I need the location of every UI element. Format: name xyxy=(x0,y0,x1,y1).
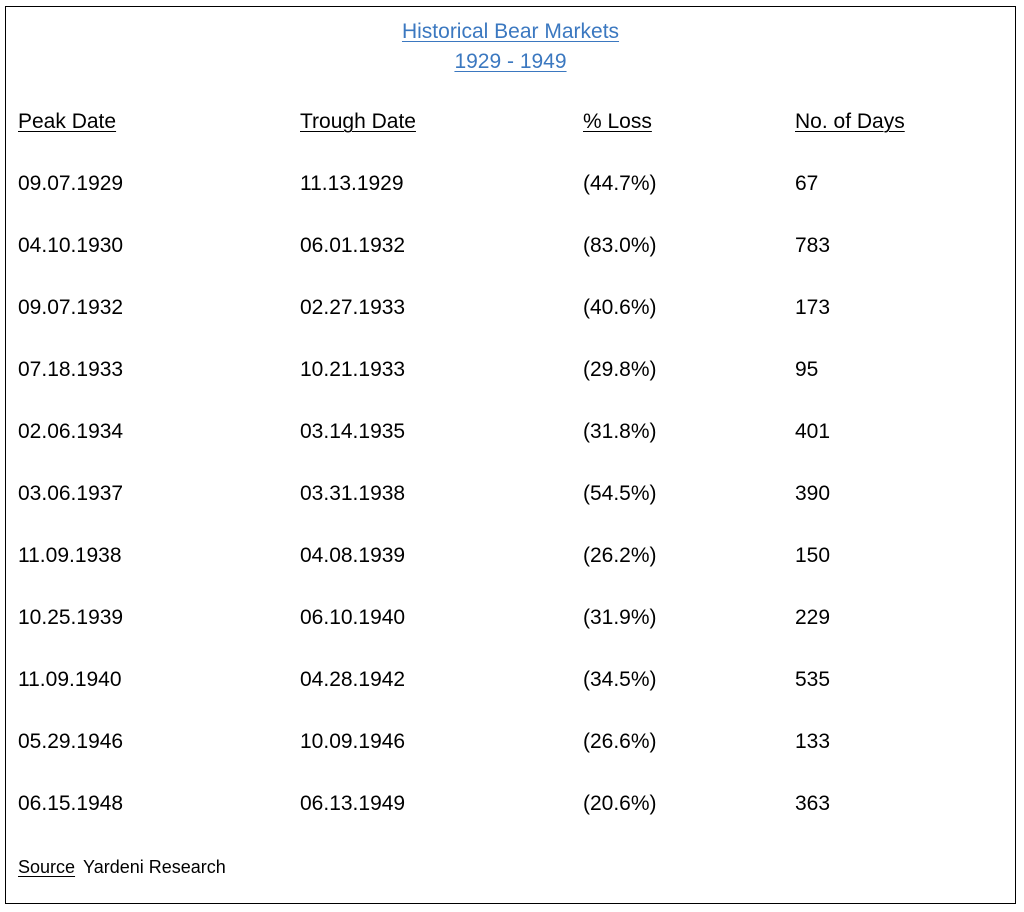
cell-peak-date: 06.15.1948 xyxy=(18,792,124,815)
cell-number-of-days: 133 xyxy=(795,730,831,753)
cell-percent-loss: (34.5%) xyxy=(583,668,657,691)
cell-percent-loss: (26.2%) xyxy=(583,544,657,567)
cell-peak-date: 05.29.1946 xyxy=(18,730,124,753)
cell-trough-date: 03.31.1938 xyxy=(300,482,406,505)
cell-trough-date: 04.28.1942 xyxy=(300,668,406,691)
cell-trough-date: 06.01.1932 xyxy=(300,234,406,257)
table-row: 09.07.1929 11.13.1929 (44.7%) 67 xyxy=(18,169,1008,231)
document-frame: Historical Bear Markets 1929 - 1949 Peak… xyxy=(5,6,1016,904)
cell-number-of-days: 363 xyxy=(795,792,831,815)
cell-percent-loss: (40.6%) xyxy=(583,296,657,319)
cell-peak-date: 09.07.1929 xyxy=(18,172,124,195)
cell-trough-date: 11.13.1929 xyxy=(300,172,404,195)
table-row: 07.18.1933 10.21.1933 (29.8%) 95 xyxy=(18,355,1008,417)
cell-percent-loss: (31.9%) xyxy=(583,606,657,629)
source-text: Yardeni Research xyxy=(83,857,226,877)
table-row: 11.09.1938 04.08.1939 (26.2%) 150 xyxy=(18,541,1008,603)
table-row: 10.25.1939 06.10.1940 (31.9%) 229 xyxy=(18,603,1008,665)
cell-number-of-days: 401 xyxy=(795,420,831,443)
cell-number-of-days: 535 xyxy=(795,668,831,691)
cell-peak-date: 07.18.1933 xyxy=(18,358,124,381)
cell-percent-loss: (29.8%) xyxy=(583,358,657,381)
column-header-trough-date: Trough Date xyxy=(300,110,416,133)
title-block: Historical Bear Markets 1929 - 1949 xyxy=(6,17,1015,77)
cell-percent-loss: (44.7%) xyxy=(583,172,657,195)
cell-trough-date: 06.10.1940 xyxy=(300,606,406,629)
source-label: Source xyxy=(18,857,76,877)
cell-number-of-days: 229 xyxy=(795,606,831,629)
table-body: 09.07.1929 11.13.1929 (44.7%) 67 04.10.1930 0… xyxy=(18,169,1008,851)
document-subtitle-years[interactable]: 1929 - 1949 xyxy=(454,50,567,73)
cell-trough-date: 10.21.1933 xyxy=(300,358,406,381)
table-row: 04.10.1930 06.01.1932 (83.0%) 783 xyxy=(18,231,1008,293)
cell-trough-date: 03.14.1935 xyxy=(300,420,406,443)
table-row: 02.06.1934 03.14.1935 (31.8%) 401 xyxy=(18,417,1008,479)
cell-peak-date: 04.10.1930 xyxy=(18,234,124,257)
cell-percent-loss: (20.6%) xyxy=(583,792,657,815)
table-row: 09.07.1932 02.27.1933 (40.6%) 173 xyxy=(18,293,1008,355)
cell-peak-date: 03.06.1937 xyxy=(18,482,124,505)
cell-peak-date: 11.09.1938 xyxy=(18,544,122,567)
cell-trough-date: 02.27.1933 xyxy=(300,296,406,319)
cell-percent-loss: (54.5%) xyxy=(583,482,657,505)
table-row: 05.29.1946 10.09.1946 (26.6%) 133 xyxy=(18,727,1008,789)
cell-number-of-days: 390 xyxy=(795,482,831,505)
table-row: 11.09.1940 04.28.1942 (34.5%) 535 xyxy=(18,665,1008,727)
cell-peak-date: 11.09.1940 xyxy=(18,668,122,691)
cell-percent-loss: (83.0%) xyxy=(583,234,657,257)
cell-number-of-days: 783 xyxy=(795,234,831,257)
cell-number-of-days: 67 xyxy=(795,172,819,195)
cell-trough-date: 04.08.1939 xyxy=(300,544,406,567)
bear-markets-table: Peak Date Trough Date % Loss No. of Days… xyxy=(18,107,1008,851)
table-row: 06.15.1948 06.13.1949 (20.6%) 363 xyxy=(18,789,1008,851)
column-header-peak-date: Peak Date xyxy=(18,110,117,133)
column-header-number-of-days: No. of Days xyxy=(795,110,905,133)
cell-peak-date: 09.07.1932 xyxy=(18,296,124,319)
table-header-row: Peak Date Trough Date % Loss No. of Days xyxy=(18,107,1008,169)
cell-peak-date: 10.25.1939 xyxy=(18,606,124,629)
cell-number-of-days: 95 xyxy=(795,358,819,381)
column-header-percent-loss: % Loss xyxy=(583,110,652,133)
cell-number-of-days: 150 xyxy=(795,544,831,567)
cell-trough-date: 06.13.1949 xyxy=(300,792,406,815)
source-note: Source Yardeni Research xyxy=(18,854,226,880)
document-title[interactable]: Historical Bear Markets xyxy=(401,20,620,43)
cell-percent-loss: (31.8%) xyxy=(583,420,657,443)
cell-percent-loss: (26.6%) xyxy=(583,730,657,753)
cell-trough-date: 10.09.1946 xyxy=(300,730,406,753)
cell-peak-date: 02.06.1934 xyxy=(18,420,124,443)
cell-number-of-days: 173 xyxy=(795,296,831,319)
table-row: 03.06.1937 03.31.1938 (54.5%) 390 xyxy=(18,479,1008,541)
